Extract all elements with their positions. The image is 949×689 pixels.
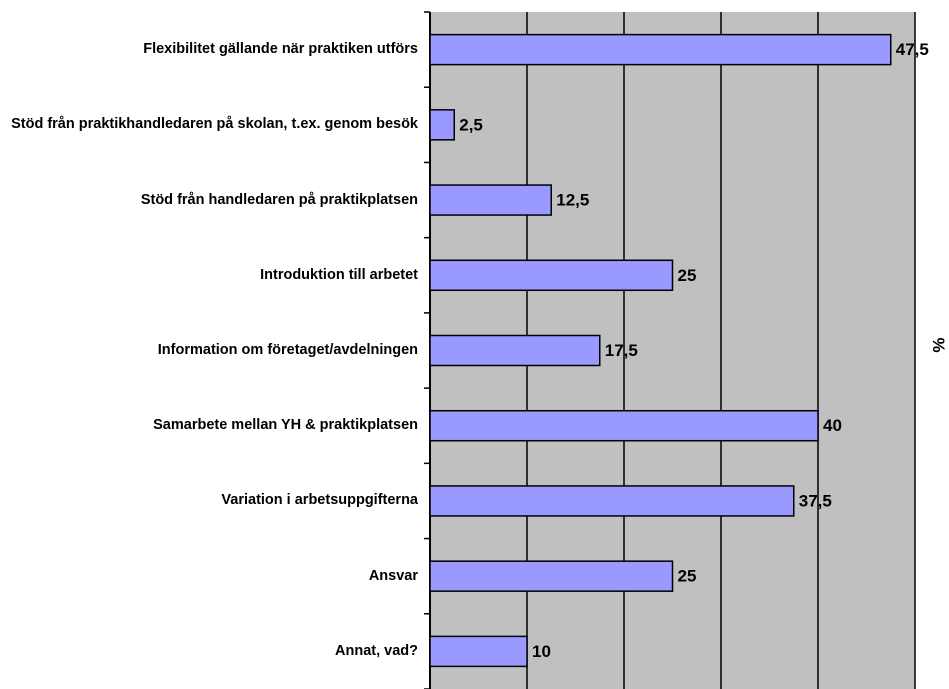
category-label: Introduktion till arbetet [260, 266, 418, 283]
bar [429, 33, 892, 66]
category-label-box: Information om företaget/avdelningen [0, 313, 418, 388]
category-label: Stöd från handledaren på praktikplatsen [140, 191, 418, 208]
category-label-box: Flexibilitet gällande när praktiken utfö… [0, 12, 418, 87]
value-label: 10 [532, 642, 551, 661]
bar [429, 334, 601, 367]
value-label: 25 [678, 567, 697, 586]
category-label: Flexibilitet gällande när praktiken utfö… [143, 41, 418, 58]
bar [429, 409, 819, 442]
bar [429, 560, 674, 592]
category-label-box: Stöd från praktikhandledaren på skolan, … [0, 87, 418, 162]
category-label: Variation i arbetsuppgifterna [221, 492, 418, 509]
value-label: 2,5 [459, 115, 483, 134]
category-label-box: Introduktion till arbetet [0, 238, 418, 313]
value-label: 17,5 [605, 341, 638, 360]
category-label: Stöd från praktikhandledaren på skolan, … [11, 116, 418, 133]
category-label-box: Annat, vad? [0, 614, 418, 689]
category-label: Annat, vad? [335, 642, 418, 659]
category-label: Ansvar [368, 567, 418, 584]
value-label: 25 [678, 266, 697, 285]
value-label: 47,5 [896, 40, 929, 59]
category-label-box: Samarbete mellan YH & praktikplatsen [0, 388, 418, 463]
bar [429, 635, 528, 668]
category-label-box: Variation i arbetsuppgifterna [0, 463, 418, 538]
value-label: 12,5 [556, 191, 589, 210]
category-label: Information om företaget/avdelningen [157, 341, 418, 358]
bar [429, 485, 795, 517]
category-label-box: Ansvar [0, 539, 418, 614]
bar [429, 184, 552, 216]
value-label: 40 [823, 416, 842, 435]
category-label: Samarbete mellan YH & praktikplatsen [153, 417, 418, 434]
bar [429, 109, 455, 141]
axis-label: % [929, 337, 948, 352]
bar [429, 259, 674, 292]
category-label-box: Stöd från handledaren på praktikplatsen [0, 162, 418, 237]
value-label: 37,5 [799, 491, 832, 510]
